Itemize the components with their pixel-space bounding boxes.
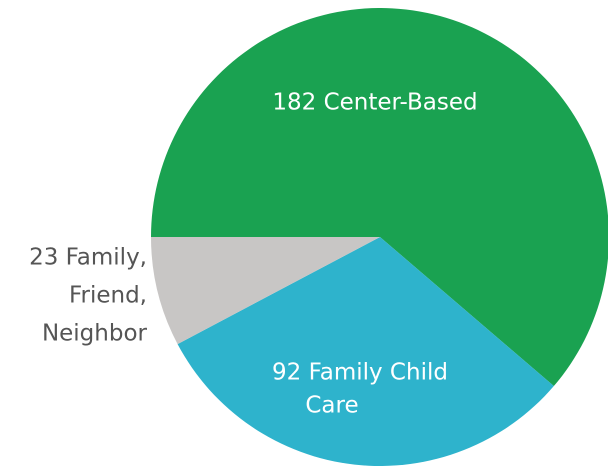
pie-slice: [177, 237, 554, 466]
slice-label: 23 Family,: [29, 245, 147, 271]
slice-label: Friend,: [69, 283, 147, 309]
slice-label: Care: [305, 393, 358, 419]
slice-label: 92 Family Child: [272, 360, 448, 386]
slice-label: 182 Center-Based: [272, 90, 477, 116]
pie-slice: [151, 8, 608, 387]
pie-slice: [151, 237, 380, 345]
slice-label: Neighbor: [42, 321, 148, 347]
